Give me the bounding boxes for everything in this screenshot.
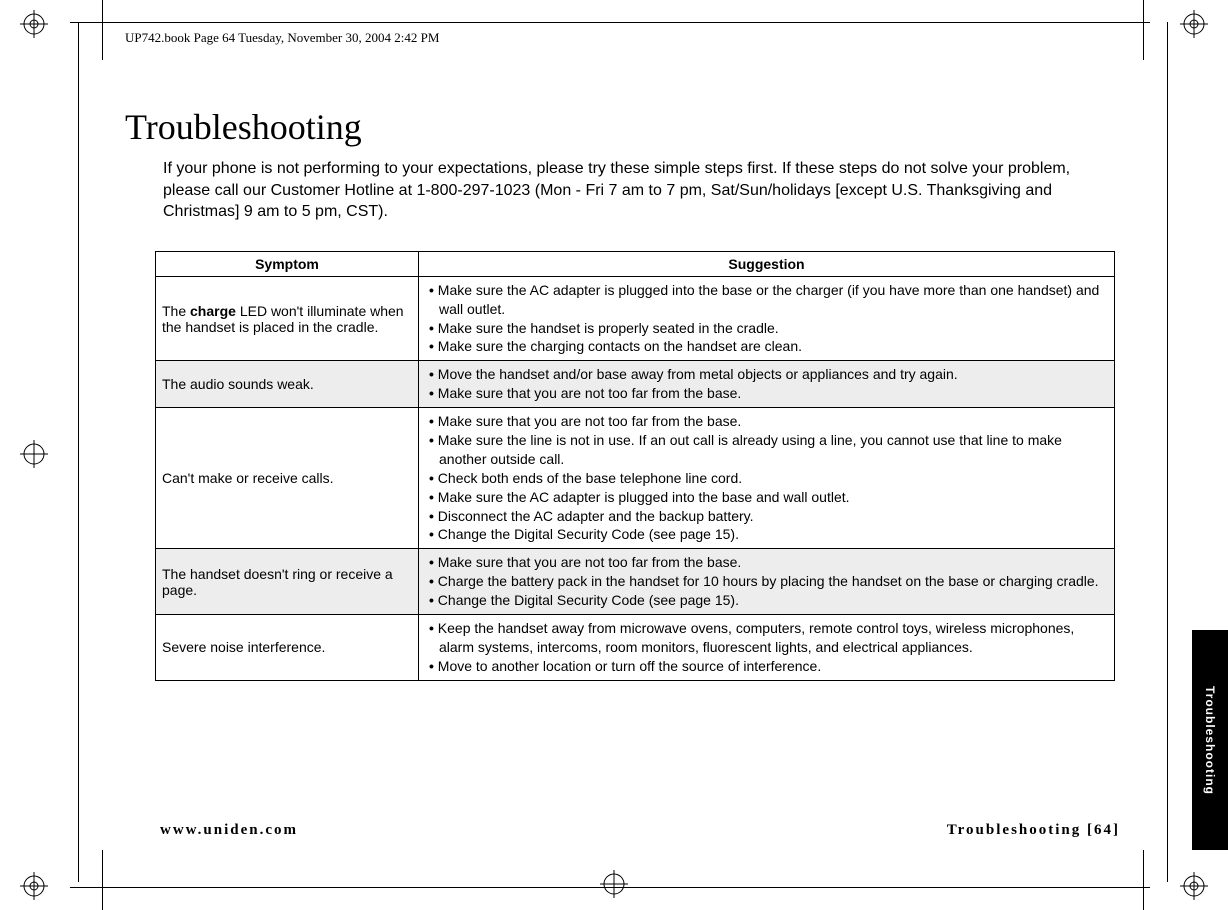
suggestion-item: Check both ends of the base telephone li… — [425, 469, 1108, 488]
suggestion-cell: Make sure that you are not too far from … — [419, 408, 1115, 549]
side-tab: Troubleshooting — [1192, 630, 1228, 850]
crop-line — [1167, 22, 1168, 882]
suggestion-cell: Move the handset and/or base away from m… — [419, 361, 1115, 408]
symptom-cell: The audio sounds weak. — [156, 361, 419, 408]
table-row: The handset doesn't ring or receive a pa… — [156, 549, 1115, 615]
suggestion-item: Make sure that you are not too far from … — [425, 384, 1108, 403]
symptom-cell: Can't make or receive calls. — [156, 408, 419, 549]
suggestion-item: Change the Digital Security Code (see pa… — [425, 525, 1108, 544]
registration-mark-icon — [1180, 872, 1208, 900]
table-row: The charge LED won't illuminate when the… — [156, 276, 1115, 361]
suggestion-cell: Make sure that you are not too far from … — [419, 549, 1115, 615]
troubleshooting-table: Symptom Suggestion The charge LED won't … — [155, 251, 1115, 681]
page-title: Troubleshooting — [125, 106, 1115, 148]
suggestion-item: Make sure that you are not too far from … — [425, 412, 1108, 431]
table-header-suggestion: Suggestion — [419, 251, 1115, 276]
suggestion-item: Make sure the AC adapter is plugged into… — [425, 281, 1108, 319]
table-row: Severe noise interference.Keep the hands… — [156, 615, 1115, 681]
table-row: The audio sounds weak. Move the handset a… — [156, 361, 1115, 408]
table-header-symptom: Symptom — [156, 251, 419, 276]
suggestion-item: Make sure the AC adapter is plugged into… — [425, 488, 1108, 507]
suggestion-cell: Keep the handset away from microwave ove… — [419, 615, 1115, 681]
suggestion-item: Make sure the handset is properly seated… — [425, 319, 1108, 338]
table-row: Can't make or receive calls.Make sure th… — [156, 408, 1115, 549]
crop-line — [78, 22, 79, 882]
registration-mark-icon — [20, 10, 48, 38]
symptom-cell: Severe noise interference. — [156, 615, 419, 681]
page-content: UP742.book Page 64 Tuesday, November 30,… — [125, 30, 1115, 681]
crop-line — [70, 887, 1150, 888]
registration-mark-icon — [1180, 10, 1208, 38]
footer-url: www.uniden.com — [160, 822, 298, 838]
suggestion-item: Make sure the charging contacts on the h… — [425, 337, 1108, 356]
crop-tick — [1143, 0, 1144, 60]
crop-line — [70, 22, 1150, 23]
symptom-cell: The handset doesn't ring or receive a pa… — [156, 549, 419, 615]
suggestion-item: Charge the battery pack in the handset f… — [425, 572, 1108, 591]
registration-mark-icon — [20, 872, 48, 900]
suggestion-item: Make sure that you are not too far from … — [425, 553, 1108, 572]
page-footer: www.uniden.com Troubleshooting [64] — [160, 822, 1120, 839]
crop-tick — [1143, 850, 1144, 910]
suggestion-item: Disconnect the AC adapter and the backup… — [425, 507, 1108, 526]
registration-mark-icon — [20, 440, 48, 468]
suggestion-item: Keep the handset away from microwave ove… — [425, 619, 1108, 657]
intro-paragraph: If your phone is not performing to your … — [163, 158, 1115, 223]
suggestion-item: Move the handset and/or base away from m… — [425, 365, 1108, 384]
crop-tick — [102, 0, 103, 60]
framemaker-header: UP742.book Page 64 Tuesday, November 30,… — [125, 30, 1115, 46]
registration-mark-icon — [600, 870, 628, 898]
symptom-cell: The charge LED won't illuminate when the… — [156, 276, 419, 361]
footer-page-ref: Troubleshooting [64] — [947, 822, 1120, 839]
suggestion-cell: Make sure the AC adapter is plugged into… — [419, 276, 1115, 361]
suggestion-item: Make sure the line is not in use. If an … — [425, 431, 1108, 469]
crop-tick — [102, 850, 103, 910]
suggestion-item: Change the Digital Security Code (see pa… — [425, 591, 1108, 610]
suggestion-item: Move to another location or turn off the… — [425, 657, 1108, 676]
